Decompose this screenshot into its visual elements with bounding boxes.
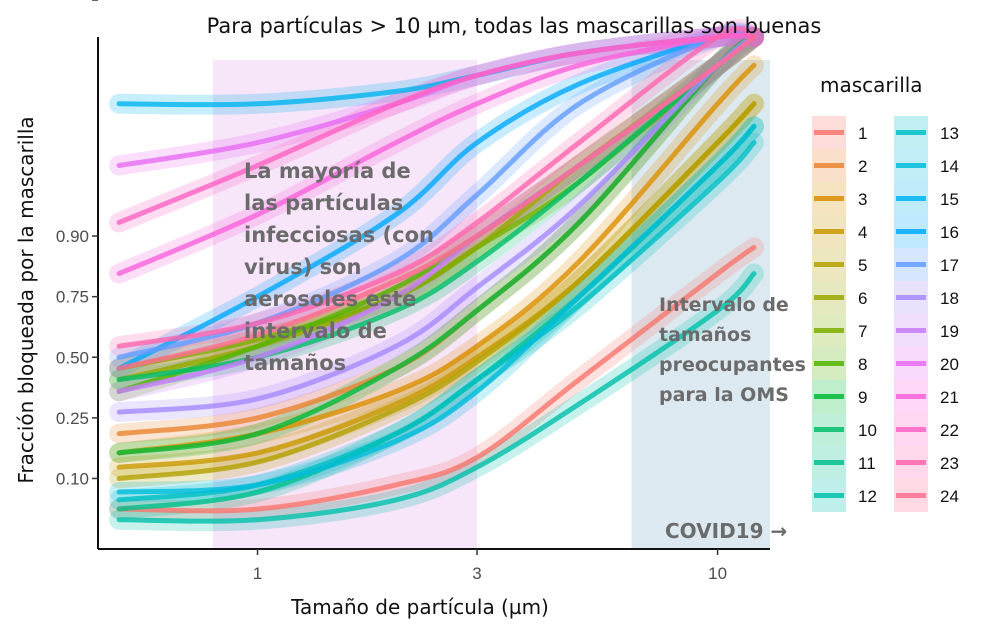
legend-label: 12 [858, 487, 877, 506]
aerosol-annotation: La mayoría de las partículas infecciosas… [244, 159, 434, 375]
y-axis-title: Fracción bloqueada por la mascarilla [14, 116, 38, 483]
line-series-24 [116, 34, 757, 371]
y-tick-label: 0.25 [56, 409, 89, 428]
legend-item-24: 24 [894, 479, 959, 512]
x-axis-title: Tamaño de partícula (µm) [290, 595, 549, 619]
y-ticks: 1.00 0.90 0.75 0.50 0.25 0.10 [56, 0, 98, 488]
legend-label: 18 [940, 289, 959, 308]
line-series-1 [116, 244, 757, 514]
legend-label: 4 [858, 223, 867, 242]
legend-item-16: 16 [894, 215, 959, 248]
line-series-14 [116, 123, 757, 495]
legend-item-13: 13 [894, 116, 959, 149]
legend-item-20: 20 [894, 347, 959, 380]
series-lines [116, 26, 757, 524]
legend-label: 16 [940, 223, 959, 242]
legend-item-7: 7 [812, 314, 867, 347]
legend-item-11: 11 [812, 446, 876, 479]
legend-label: 1 [858, 124, 867, 143]
shaded-region-2 [631, 60, 770, 549]
y-tick-label: 0.75 [56, 288, 89, 307]
line-series-18 [116, 34, 757, 415]
x-tick-label: 10 [708, 564, 727, 583]
legend-label: 15 [940, 190, 959, 209]
legend-item-21: 21 [894, 380, 959, 413]
who-annotation-line-1: Intervalo de [659, 294, 789, 316]
aerosol-annotation-line-4: virus) son [244, 255, 361, 279]
chart-title: Para partículas > 10 µm, todas las masca… [207, 14, 822, 38]
aerosol-annotation-line-6: intervalo de [244, 319, 387, 343]
y-tick-label: 0.10 [56, 469, 89, 488]
who-annotation-line-3: preocupantes [659, 354, 806, 376]
legend-item-15: 15 [894, 182, 959, 215]
legend-item-23: 23 [894, 446, 959, 479]
legend-item-3: 3 [812, 182, 867, 215]
line-series-12 [116, 271, 757, 524]
legend-label: 9 [858, 388, 867, 407]
aerosol-annotation-line-2: las partículas [244, 191, 403, 215]
legend-item-6: 6 [812, 281, 867, 314]
legend-item-12: 12 [812, 479, 877, 512]
line-series-5 [116, 101, 757, 481]
legend-label: 8 [858, 355, 867, 374]
who-annotation-line-4: para la OMS [659, 384, 789, 406]
legend-label: 13 [940, 124, 959, 143]
aerosol-annotation-line-3: infecciosas (con [244, 223, 434, 247]
aerosol-annotation-line-7: tamaños [244, 351, 346, 375]
legend-item-14: 14 [894, 149, 959, 182]
legend-item-4: 4 [812, 215, 867, 248]
y-tick-label: 0.90 [56, 227, 89, 246]
legend: mascarilla 12345678910111213141516171819… [812, 73, 959, 512]
legend-label: 11 [858, 454, 876, 473]
line-series-23 [116, 26, 757, 349]
who-annotation-line-2: tamaños [659, 324, 751, 346]
aerosol-annotation-line-1: La mayoría de [244, 159, 411, 183]
legend-label: 22 [940, 421, 959, 440]
legend-item-18: 18 [894, 281, 959, 314]
legend-label: 5 [858, 256, 867, 275]
x-tick-label: 1 [253, 564, 262, 583]
legend-item-17: 17 [894, 248, 959, 281]
shaded-regions [212, 60, 770, 549]
who-annotation: Intervalo de tamaños preocupantes para l… [659, 294, 806, 406]
legend-label: 20 [940, 355, 959, 374]
y-tick-label: 0.50 [56, 348, 89, 367]
legend-item-8: 8 [812, 347, 867, 380]
legend-item-2: 2 [812, 149, 867, 182]
legend-item-19: 19 [894, 314, 959, 347]
legend-label: 21 [940, 388, 959, 407]
legend-item-1: 1 [812, 116, 867, 149]
legend-label: 3 [858, 190, 867, 209]
legend-label: 17 [940, 256, 959, 275]
legend-item-5: 5 [812, 248, 867, 281]
legend-label: 7 [858, 322, 867, 341]
legend-label: 6 [858, 289, 867, 308]
legend-label: 19 [940, 322, 959, 341]
y-tick-label: 1.00 [56, 0, 89, 4]
legend-title: mascarilla [820, 73, 923, 97]
x-tick-label: 3 [472, 564, 481, 583]
legend-label: 14 [940, 157, 959, 176]
legend-item-9: 9 [812, 380, 867, 413]
legend-label: 10 [858, 421, 877, 440]
aerosol-annotation-line-5: aerosoles este [244, 287, 416, 311]
legend-label: 24 [940, 487, 959, 506]
covid19-annotation: COVID19 → [665, 519, 787, 543]
legend-item-10: 10 [812, 413, 877, 446]
legend-item-22: 22 [894, 413, 959, 446]
x-ticks: 1 3 10 [253, 549, 727, 583]
legend-label: 23 [940, 454, 959, 473]
line-series-22 [116, 33, 757, 225]
legend-label: 2 [858, 157, 867, 176]
